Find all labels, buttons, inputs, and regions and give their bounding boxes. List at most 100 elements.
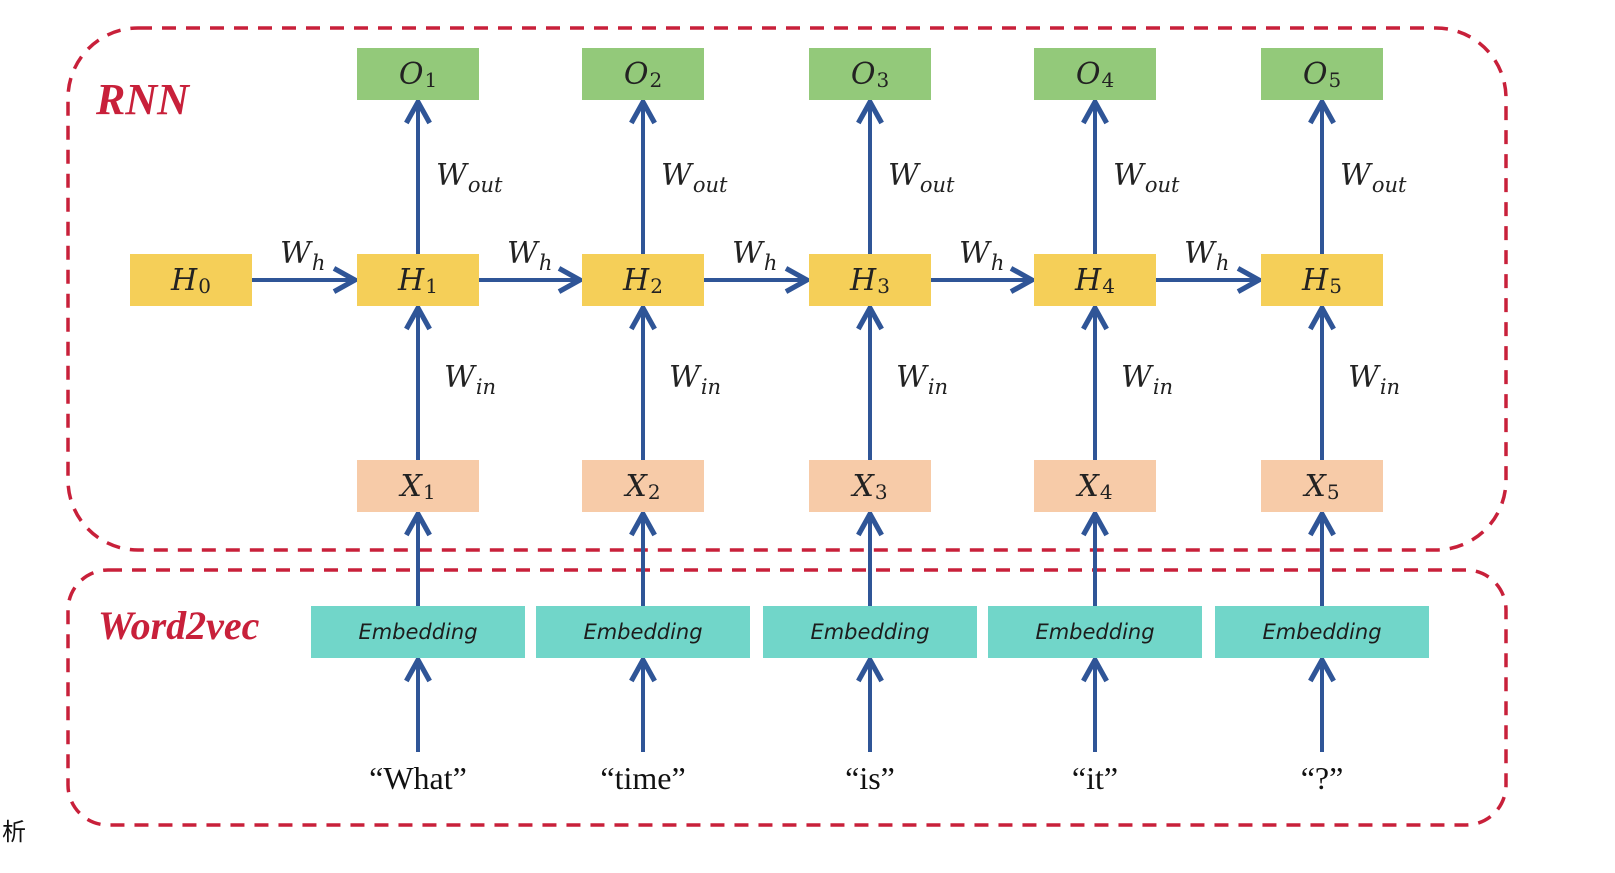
weight-w-h-label-4: Wh: [959, 236, 1004, 275]
input-word-5: “?”: [1300, 760, 1344, 796]
weight-symbol: W: [1121, 360, 1152, 395]
corner-glyph-text: 析: [2, 818, 26, 846]
weight-subscript: h: [1215, 251, 1230, 275]
word2vec-section-title: Word2vec: [98, 603, 260, 648]
weight-subscript: in: [1379, 375, 1401, 399]
weight-w-h-label-2: Wh: [507, 236, 552, 275]
output-o2-box-index: 2: [649, 68, 663, 92]
input-x1-box-index: 1: [422, 480, 436, 504]
weight-symbol: W: [1340, 158, 1371, 193]
weight-subscript: h: [763, 251, 778, 275]
weight-w-in-label-3: Win: [896, 360, 948, 399]
output-o4-box-index: 4: [1101, 68, 1115, 92]
input-x4-box-index: 4: [1099, 480, 1113, 504]
weight-symbol: W: [436, 158, 467, 193]
weight-w-in-label-5: Win: [1348, 360, 1400, 399]
input-word-3: “is”: [845, 760, 895, 796]
embedding-box-1: Embedding: [311, 606, 525, 658]
embedding-box-5: Embedding: [1215, 606, 1429, 658]
weight-symbol: W: [507, 236, 538, 271]
output-o5-box-index: 5: [1328, 68, 1342, 92]
input-x5-box-symbol: X: [1304, 468, 1326, 504]
weight-subscript: in: [1152, 375, 1174, 399]
output-o4-box-symbol: O: [1075, 56, 1101, 92]
weight-symbol: W: [1184, 236, 1215, 271]
weight-symbol: W: [444, 360, 475, 395]
weight-w-out-label-1: Wout: [436, 158, 502, 197]
hidden-state-h4-box-index: 4: [1102, 274, 1115, 298]
weight-symbol: W: [1348, 360, 1379, 395]
input-x1-box-symbol: X: [400, 468, 422, 504]
input-x5-box-index: 5: [1326, 480, 1340, 504]
weight-symbol: W: [896, 360, 927, 395]
hidden-state-h2-box-index: 2: [650, 274, 663, 298]
weight-subscript: h: [538, 251, 553, 275]
hidden-state-h3-box-symbol: H: [850, 262, 877, 298]
hidden-state-h1-box-symbol: H: [398, 262, 425, 298]
weight-symbol: W: [732, 236, 763, 271]
weight-subscript: in: [927, 375, 949, 399]
input-word-2: “time”: [600, 760, 686, 796]
output-o3-box-index: 3: [876, 68, 890, 92]
output-o1-box-index: 1: [424, 68, 438, 92]
weight-subscript: out: [692, 173, 728, 197]
hidden-state-h5-box-index: 5: [1329, 274, 1342, 298]
weight-subscript: h: [990, 251, 1005, 275]
output-o1-box-symbol: O: [398, 56, 424, 92]
weight-symbol: W: [661, 158, 692, 193]
weight-w-h-label-3: Wh: [732, 236, 777, 275]
weight-symbol: W: [280, 236, 311, 271]
input-word-1: “What”: [369, 760, 467, 796]
input-x2-box-index: 2: [647, 480, 661, 504]
output-o5-box-symbol: O: [1302, 56, 1328, 92]
arrow-group: [252, 102, 1322, 752]
weight-w-out-label-3: Wout: [888, 158, 954, 197]
weight-w-in-label-4: Win: [1121, 360, 1173, 399]
embedding-box-2: Embedding: [536, 606, 750, 658]
input-x3-box-symbol: X: [852, 468, 874, 504]
word2vec-section-border: [66, 568, 1508, 827]
weight-subscript: in: [700, 375, 722, 399]
embedding-box-4: Embedding: [988, 606, 1202, 658]
weight-symbol: W: [888, 158, 919, 193]
hidden-state-h3-box-index: 3: [877, 274, 890, 298]
weight-subscript: out: [467, 173, 503, 197]
input-word-4: “it”: [1071, 760, 1119, 796]
rnn-section-title: RNN: [96, 75, 189, 124]
hidden-state-h4-box-symbol: H: [1075, 262, 1102, 298]
weight-subscript: in: [475, 375, 497, 399]
weight-w-out-label-5: Wout: [1340, 158, 1406, 197]
weight-w-h-label-5: Wh: [1184, 236, 1229, 275]
hidden-state-h5-box-symbol: H: [1302, 262, 1329, 298]
weight-symbol: W: [959, 236, 990, 271]
weight-symbol: W: [669, 360, 700, 395]
weight-w-in-label-1: Win: [444, 360, 496, 399]
hidden-state-h1-box-index: 1: [425, 274, 438, 298]
weight-w-h-label-1: Wh: [280, 236, 325, 275]
input-x4-box-symbol: X: [1077, 468, 1099, 504]
output-o3-box-symbol: O: [850, 56, 876, 92]
weight-subscript: out: [1144, 173, 1180, 197]
output-o2-box-symbol: O: [623, 56, 649, 92]
weight-w-out-label-2: Wout: [661, 158, 727, 197]
input-x2-box-symbol: X: [625, 468, 647, 504]
hidden-state-h2-box-symbol: H: [623, 262, 650, 298]
embedding-box-3: Embedding: [763, 606, 977, 658]
weight-symbol: W: [1113, 158, 1144, 193]
weight-w-out-label-4: Wout: [1113, 158, 1179, 197]
